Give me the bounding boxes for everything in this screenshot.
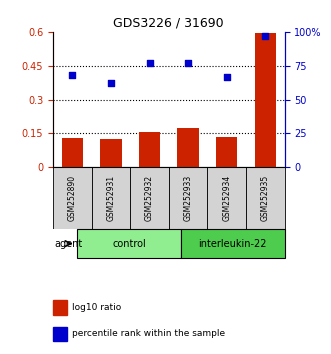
Bar (100, 139, 121, 167)
Bar (77, 229, 181, 258)
Text: GSM252935: GSM252935 (261, 175, 270, 221)
Bar (246, 167, 285, 229)
Bar (130, 167, 169, 229)
Text: control: control (112, 239, 146, 249)
Title: GDS3226 / 31690: GDS3226 / 31690 (114, 16, 224, 29)
Bar (53, 167, 92, 229)
Text: interleukin-22: interleukin-22 (199, 239, 267, 249)
Text: agent: agent (55, 239, 83, 249)
Bar (139, 132, 160, 167)
Bar (169, 167, 208, 229)
Bar (53, 326, 67, 341)
Text: GSM252933: GSM252933 (184, 175, 193, 221)
Text: percentile rank within the sample: percentile rank within the sample (72, 330, 225, 338)
Bar (216, 137, 237, 167)
Point (185, 60, 191, 66)
Point (263, 33, 268, 39)
Point (147, 60, 152, 66)
Bar (92, 167, 130, 229)
Bar (208, 167, 246, 229)
Text: GSM252934: GSM252934 (222, 175, 231, 221)
Bar (62, 138, 83, 167)
Point (224, 74, 229, 79)
Bar (255, 33, 276, 167)
Text: log10 ratio: log10 ratio (72, 303, 122, 312)
Text: GSM252890: GSM252890 (68, 175, 77, 221)
Text: GSM252932: GSM252932 (145, 175, 154, 221)
Point (70, 72, 75, 78)
Point (108, 80, 114, 86)
Bar (181, 229, 285, 258)
Bar (177, 128, 199, 167)
Bar (53, 300, 67, 315)
Text: GSM252931: GSM252931 (106, 175, 116, 221)
